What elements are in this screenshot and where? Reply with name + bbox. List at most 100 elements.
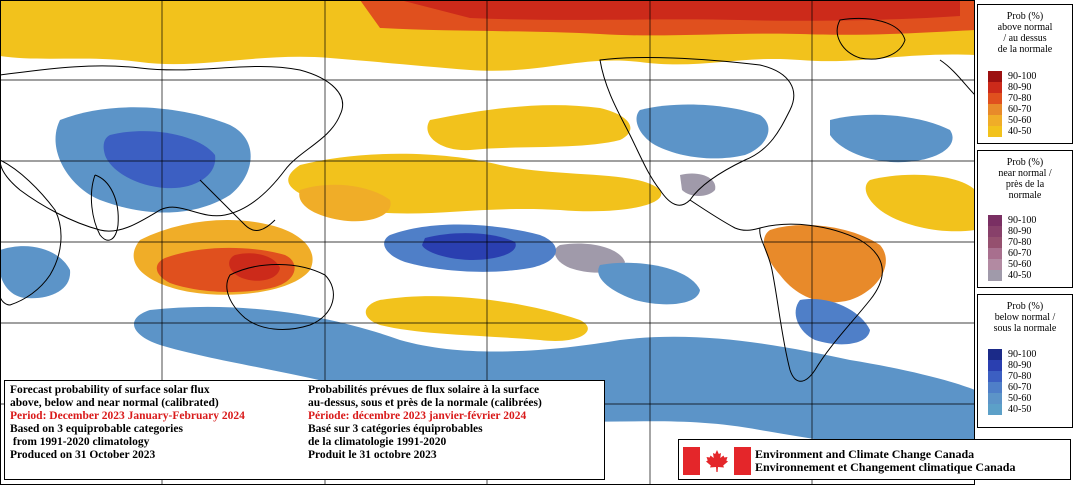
legend-near-title-line2: near normal / xyxy=(998,168,1052,179)
outline-greenland xyxy=(836,17,906,60)
legend-swatch xyxy=(988,215,1002,226)
legend-below-title-line1: Prob (%) xyxy=(1006,301,1044,312)
outline-eurasia xyxy=(0,65,343,232)
legend-label: 80-90 xyxy=(1008,226,1032,237)
legend-above-normal: Prob (%) above normal / au dessus de la … xyxy=(977,4,1073,144)
legend-label: 80-90 xyxy=(1008,82,1032,93)
legend-label: 50-60 xyxy=(1008,115,1032,126)
legend-row: 90-100 xyxy=(988,71,1036,82)
agency-name-en: Environment and Climate Change Canada xyxy=(755,447,975,461)
legend-swatch xyxy=(988,248,1002,259)
legend-swatch xyxy=(988,382,1002,393)
legend-below-items: 90-100 80-90 70-80 60-70 50-60 40-50 xyxy=(988,349,1036,415)
above-region-arctic-core xyxy=(400,0,960,21)
legend-label: 90-100 xyxy=(1008,71,1037,82)
legend-row: 50-60 xyxy=(988,393,1036,404)
legend-row: 40-50 xyxy=(988,126,1036,137)
legend-label: 60-70 xyxy=(1008,382,1032,393)
legend-above-title: Prob (%) above normal / au dessus de la … xyxy=(978,11,1072,55)
legend-row: 60-70 xyxy=(988,248,1036,259)
legend-label: 40-50 xyxy=(1008,404,1032,415)
forecast-info-box: Forecast probability of surface solar fl… xyxy=(4,380,605,480)
legend-above-title-line4: de la normale xyxy=(997,44,1053,55)
legend-swatch xyxy=(988,360,1002,371)
below-region-asia-core xyxy=(103,131,216,189)
info-en-line6: Produced on 31 October 2023 xyxy=(10,449,156,461)
legend-near-normal: Prob (%) near normal / près de la normal… xyxy=(977,150,1073,288)
above-normal-regions xyxy=(0,0,975,341)
legend-swatch xyxy=(988,349,1002,360)
info-fr-line2: au-dessus, sous et près de la normale (c… xyxy=(308,397,542,409)
info-fr-line5: de la climatologie 1991-2020 xyxy=(308,436,447,448)
legend-row: 60-70 xyxy=(988,382,1036,393)
legend-row: 70-80 xyxy=(988,237,1036,248)
legend-label: 90-100 xyxy=(1008,215,1037,226)
legend-row: 80-90 xyxy=(988,360,1036,371)
legend-label: 40-50 xyxy=(1008,270,1032,281)
legend-swatch xyxy=(988,82,1002,93)
legend-row: 90-100 xyxy=(988,349,1036,360)
info-en-line5: from 1991-2020 climatology xyxy=(10,436,150,448)
info-en-line4: Based on 3 equiprobable categories xyxy=(10,423,183,435)
info-fr-line1: Probabilités prévues de flux solaire à l… xyxy=(308,384,540,396)
legend-label: 50-60 xyxy=(1008,393,1032,404)
outline-africa xyxy=(0,159,62,306)
below-normal-regions xyxy=(0,104,975,451)
below-region-south-pacific xyxy=(598,262,700,305)
agency-name: Environment and Climate Change Canada En… xyxy=(755,448,1015,474)
legend-near-title-line1: Prob (%) xyxy=(1006,157,1044,168)
info-fr-line4: Basé sur 3 catégories équiprobables xyxy=(308,423,483,435)
legend-above-title-line2: above normal xyxy=(997,22,1053,33)
above-region-south-america xyxy=(763,225,886,303)
outline-india xyxy=(90,174,119,241)
legend-label: 90-100 xyxy=(1008,349,1037,360)
legend-above-items: 90-100 80-90 70-80 60-70 50-60 40-50 xyxy=(988,71,1036,137)
forecast-map xyxy=(0,0,975,485)
legend-row: 40-50 xyxy=(988,270,1036,281)
legend-label: 70-80 xyxy=(1008,93,1032,104)
above-region-south-atlantic xyxy=(865,174,975,232)
legend-row: 90-100 xyxy=(988,215,1036,226)
legend-swatch xyxy=(988,104,1002,115)
legend-swatch xyxy=(988,93,1002,104)
legend-label: 40-50 xyxy=(1008,126,1032,137)
info-french: Probabilités prévues de flux solaire à l… xyxy=(308,384,603,462)
legend-label: 80-90 xyxy=(1008,360,1032,371)
legend-near-title-line3: près de la xyxy=(1005,179,1045,190)
legend-swatch xyxy=(988,270,1002,281)
legend-swatch xyxy=(988,115,1002,126)
legend-above-title-line1: Prob (%) xyxy=(1006,11,1044,22)
above-region-north-pacific xyxy=(427,105,631,151)
legend-near-items: 90-100 80-90 70-80 60-70 50-60 40-50 xyxy=(988,215,1036,281)
legend-swatch xyxy=(988,71,1002,82)
legend-row: 80-90 xyxy=(988,226,1036,237)
info-english: Forecast probability of surface solar fl… xyxy=(10,384,302,462)
legend-swatch xyxy=(988,259,1002,270)
above-region-south-pacific xyxy=(365,296,588,341)
legend-row: 50-60 xyxy=(988,259,1036,270)
below-region-south-atlantic xyxy=(795,299,870,345)
near-region-mexico xyxy=(680,173,716,196)
legend-swatch xyxy=(988,126,1002,137)
legend-swatch xyxy=(988,393,1002,404)
legend-below-title: Prob (%) below normal / sous la normale xyxy=(978,301,1072,334)
agency-name-fr: Environnement et Changement climatique C… xyxy=(755,460,1016,474)
legend-row: 50-60 xyxy=(988,115,1036,126)
outline-se-asia xyxy=(199,179,276,231)
below-region-africa xyxy=(0,246,71,299)
legend-label: 70-80 xyxy=(1008,237,1032,248)
legend-label: 60-70 xyxy=(1008,104,1032,115)
legend-swatch xyxy=(988,371,1002,382)
maple-leaf-icon xyxy=(706,450,728,472)
legend-above-title-line3: / au dessus xyxy=(1003,33,1047,44)
below-region-atlantic xyxy=(830,114,953,163)
legend-row: 80-90 xyxy=(988,82,1036,93)
outline-europe-right xyxy=(939,59,975,96)
legend-swatch xyxy=(988,404,1002,415)
legend-label: 60-70 xyxy=(1008,248,1032,259)
legend-swatch xyxy=(988,226,1002,237)
info-en-line1: Forecast probability of surface solar fl… xyxy=(10,384,210,396)
below-region-southern-ocean xyxy=(133,306,975,451)
legend-row: 70-80 xyxy=(988,371,1036,382)
above-region-se-asia xyxy=(299,184,391,222)
